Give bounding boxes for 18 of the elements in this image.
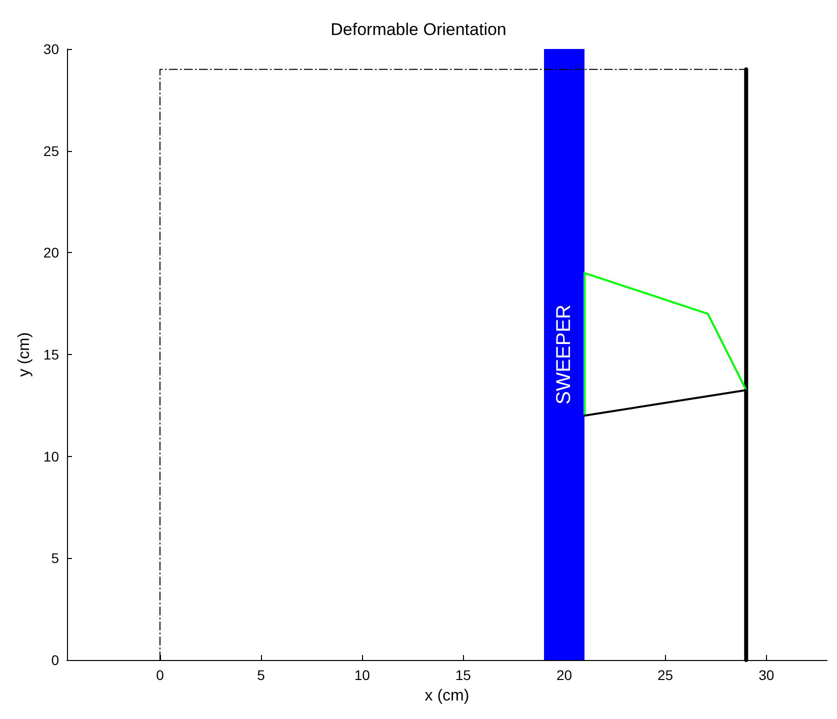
y-tick-label: 15 <box>43 346 60 362</box>
y-tick-label: 30 <box>43 41 60 57</box>
x-tick-label: 0 <box>156 667 164 683</box>
y-tick-label: 20 <box>43 244 60 261</box>
y-axis-title: y (cm) <box>16 332 34 377</box>
x-tick-label: 25 <box>658 667 674 683</box>
y-tick-label: 0 <box>51 652 60 668</box>
x-axis-title: x (cm) <box>424 688 470 704</box>
band-label: SWEEPER <box>553 304 576 405</box>
x-tick-label: 20 <box>556 667 572 683</box>
x-tick-label: 30 <box>758 667 774 683</box>
x-tick-label: 10 <box>354 667 370 683</box>
chart-title: Deformable Orientation <box>330 20 506 39</box>
y-tick-label: 5 <box>51 550 60 566</box>
y-tick-label: 10 <box>43 448 60 464</box>
x-tick-label: 5 <box>257 667 266 683</box>
x-tick-label: 15 <box>455 667 472 683</box>
y-tick-label: 25 <box>43 142 60 159</box>
